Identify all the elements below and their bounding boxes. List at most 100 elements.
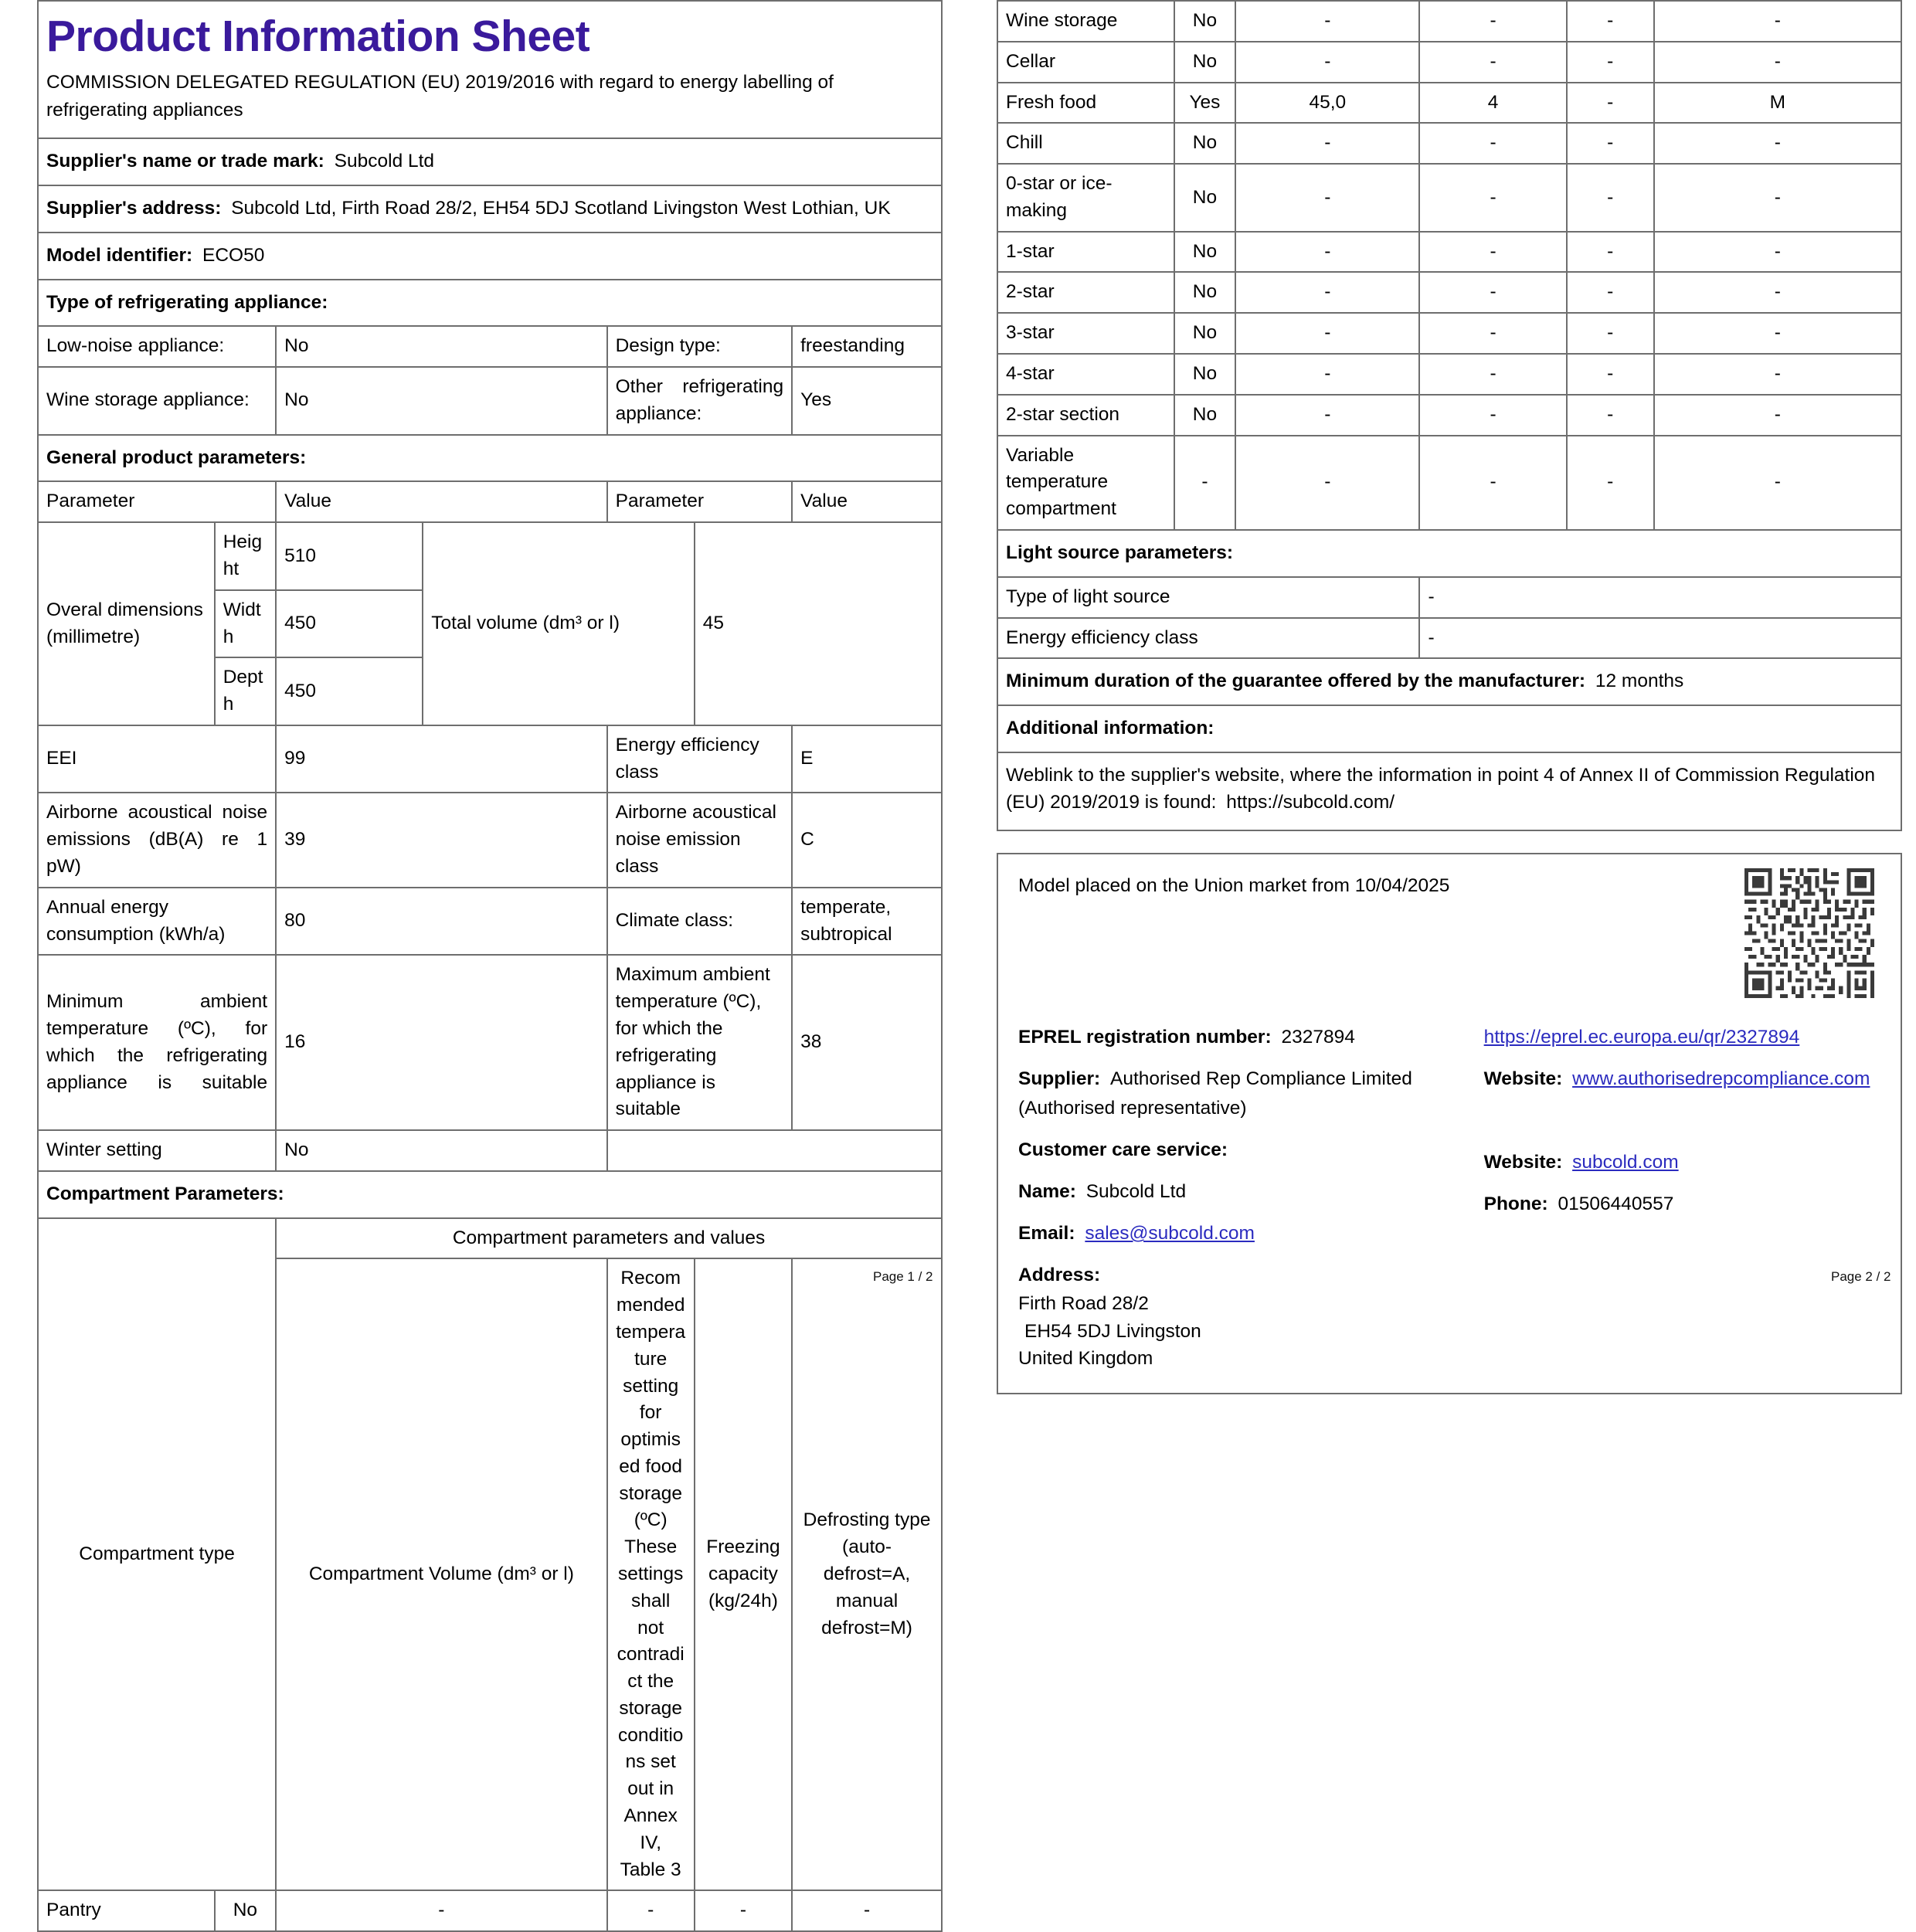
care-email-label: Email: — [1018, 1223, 1075, 1244]
compartment-present-2-star-section: No — [1173, 393, 1237, 436]
compartment-present-cellar: No — [1173, 40, 1237, 83]
eei-value: 99 — [275, 724, 608, 794]
compartment-type-chill: Chill — [997, 122, 1175, 165]
winter-setting-row: Winter setting No — [36, 1129, 943, 1172]
eei-label: EEI — [36, 724, 277, 794]
winter-setting-empty — [606, 1129, 943, 1172]
care-address-line-2: EH54 5DJ Livingston — [1024, 1320, 1201, 1342]
page-1-footer: Page 1 / 2 — [873, 1269, 933, 1284]
compartment-temp-3-star: - — [1418, 312, 1568, 355]
compartment-defrost-2-star: - — [1653, 271, 1903, 314]
eprel-url[interactable]: https://eprel.ec.europa.eu/qr/2327894 — [1483, 1027, 1800, 1048]
table-row: 4-star No - - - - — [997, 353, 1903, 396]
compartment-type-3-star: 3-star — [997, 312, 1175, 355]
compartment-freezing-4-star: - — [1565, 353, 1655, 396]
care-email-row: Email: sales@subcold.com — [1018, 1219, 1470, 1248]
title-row: Product Information Sheet — [37, 0, 943, 64]
energy-class-value: E — [791, 724, 943, 794]
other-appliance-value: Yes — [791, 366, 943, 436]
table-row: 2-star No - - - - — [997, 271, 1903, 314]
col-compartment-type: Compartment type — [36, 1217, 277, 1892]
compartment-freezing-wine-storage: - — [1565, 0, 1655, 42]
table-row: Variable temperature compartment - - - -… — [997, 434, 1903, 531]
guarantee-row: Minimum duration of the guarantee offere… — [997, 657, 1902, 707]
compartment-present-0-star: No — [1173, 163, 1237, 233]
compartment-freezing-2-star-section: - — [1565, 393, 1655, 436]
weblink-url: https://subcold.com/ — [1226, 791, 1395, 813]
light-source-type-value: - — [1418, 576, 1902, 619]
noise-class-value: C — [791, 792, 943, 888]
care-phone-label: Phone: — [1483, 1193, 1548, 1215]
compartment-volume-fresh-food: 45,0 — [1235, 81, 1421, 124]
table-row: Wine storage No - - - - — [997, 0, 1903, 42]
overall-dimensions-label: Overal dimensions (millimetre) — [37, 521, 216, 726]
table-row: Pantry No - - - - — [37, 1890, 943, 1932]
care-name-value: Subcold Ltd — [1085, 1181, 1187, 1203]
other-appliance-label: Other refrigerating appliance: — [606, 366, 793, 436]
light-source-class-label: Energy efficiency class — [996, 616, 1421, 660]
climate-class-label: Climate class: — [606, 886, 793, 956]
compartment-present-wine-storage: No — [1173, 0, 1237, 42]
guarantee-label: Minimum duration of the guarantee offere… — [1006, 671, 1586, 692]
guarantee-value: 12 months — [1595, 671, 1684, 692]
energy-class-label: Energy efficiency class — [606, 724, 793, 794]
compartment-temp-cellar: - — [1418, 40, 1568, 83]
compartment-type-4-star: 4-star — [997, 353, 1175, 396]
compartment-type-0-star: 0-star or ice-making — [997, 163, 1175, 233]
light-source-heading-row: Light source parameters: — [997, 528, 1902, 578]
care-phone-row: Phone: 01506440557 — [1484, 1190, 1880, 1219]
compartment-volume-chill: - — [1235, 122, 1421, 165]
page-title: Product Information Sheet — [46, 12, 590, 61]
compartment-defrost-cellar: - — [1653, 40, 1903, 83]
light-source-type-row: Type of light source - — [996, 576, 1902, 619]
compartment-volume-cellar: - — [1235, 40, 1421, 83]
compartment-freezing-0-star: - — [1565, 163, 1655, 233]
compartment-present-fresh-food: Yes — [1173, 81, 1237, 124]
compartment-present-4-star: No — [1173, 353, 1237, 396]
compartment-freezing-3-star: - — [1565, 312, 1655, 355]
table-row: 1-star No - - - - — [997, 230, 1903, 273]
annual-energy-value: 80 — [275, 886, 608, 956]
care-phone-value: 01506440557 — [1558, 1193, 1674, 1215]
supplier-website-label: Website: — [1483, 1068, 1563, 1090]
appliance-type-heading-row: Type of refrigerating appliance: — [37, 278, 943, 328]
general-heading-row: General product parameters: — [37, 433, 943, 483]
depth-value: 450 — [275, 657, 424, 726]
compartment-parameters-heading: Compartment Parameters: — [37, 1170, 943, 1219]
compartment-type-cellar: Cellar — [997, 40, 1175, 83]
compartment-type-wine-storage: Wine storage — [997, 0, 1175, 42]
compartment-group-header: Compartment parameters and values — [275, 1217, 943, 1260]
compartment-freezing-chill: - — [1565, 122, 1655, 165]
supplier-name-row: Supplier's name or trade mark: Subcold L… — [37, 138, 943, 186]
col-defrosting-type: Defrosting type (auto-defrost=A, manual … — [791, 1258, 943, 1892]
supplier-info: Supplier: Authorised Rep Compliance Limi… — [1018, 1064, 1470, 1123]
low-noise-label: Low-noise appliance: — [36, 325, 277, 368]
compartment-temp-pantry: - — [606, 1890, 695, 1932]
compartment-defrost-fresh-food: M — [1653, 81, 1903, 124]
regulation-intro: COMMISSION DELEGATED REGULATION (EU) 201… — [46, 71, 834, 121]
additional-info-heading: Additional information: — [997, 705, 1902, 753]
winter-setting-label: Winter setting — [36, 1129, 277, 1172]
compartment-temp-variable-temperature: - — [1418, 434, 1568, 531]
compartment-type-fresh-food: Fresh food — [997, 81, 1175, 124]
compartment-type-2-star: 2-star — [997, 271, 1175, 314]
light-source-class-row: Energy efficiency class - — [996, 616, 1902, 660]
design-type-value: freestanding — [791, 325, 943, 368]
compartment-defrost-1-star: - — [1653, 230, 1903, 273]
compartment-defrost-pantry: - — [791, 1890, 943, 1932]
winter-setting-value: No — [275, 1129, 608, 1172]
supplier-website-value[interactable]: www.authorisedrepcompliance.com — [1572, 1068, 1870, 1090]
eprel-value: 2327894 — [1281, 1027, 1355, 1048]
supplier-rep-label: Supplier: — [1018, 1068, 1101, 1090]
compartment-defrost-4-star: - — [1653, 353, 1903, 396]
compartment-volume-wine-storage: - — [1235, 0, 1421, 42]
eprel-label: EPREL registration number: — [1018, 1027, 1272, 1048]
care-website-value[interactable]: subcold.com — [1572, 1152, 1679, 1173]
table-row: 0-star or ice-making No - - - - — [997, 163, 1903, 233]
supplier-address-label: Supplier's address: — [46, 197, 222, 219]
registration-info-panel: Model placed on the Union market from 10… — [997, 853, 1902, 1394]
wine-storage-appliance-value: No — [275, 366, 608, 436]
appliance-type-heading: Type of refrigerating appliance: — [37, 278, 943, 328]
compartment-defrost-wine-storage: - — [1653, 0, 1903, 42]
care-email-value[interactable]: sales@subcold.com — [1085, 1223, 1255, 1244]
